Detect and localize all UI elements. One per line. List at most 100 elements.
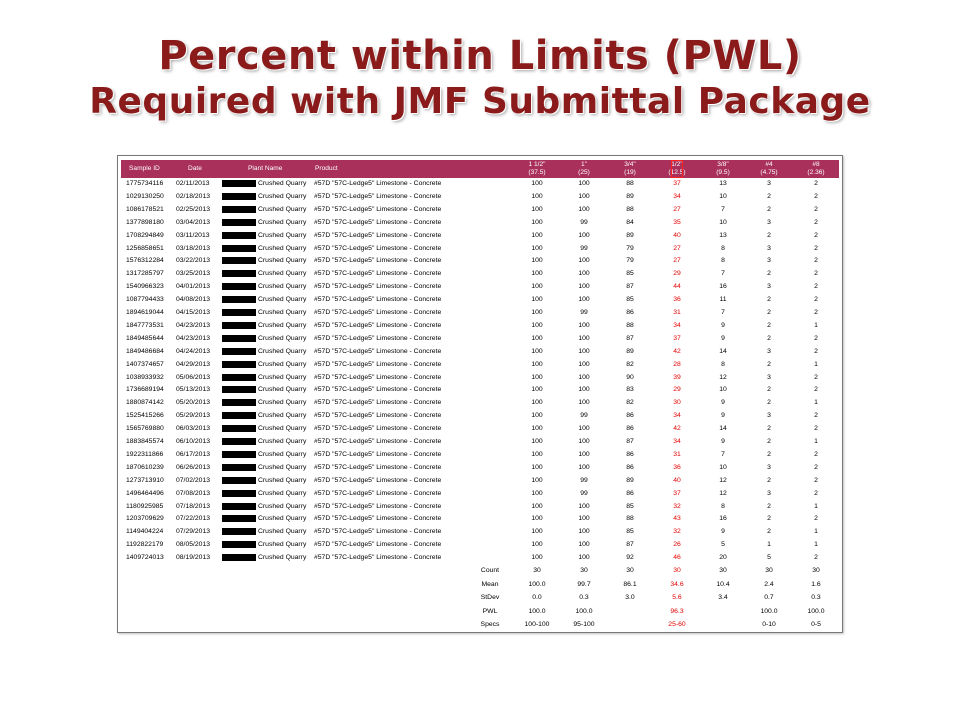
table-row: 1273713910 07/02/2013 Crushed Quarry #57D "… (118, 476, 842, 489)
sieve-value: 84 (626, 218, 634, 226)
redacted-block (222, 309, 256, 316)
product-name: #57D "57C-Ledge5" Limestone - Concrete (314, 218, 442, 226)
header-sieve-metric: (12.5) (668, 169, 686, 176)
sieve-value: 2 (814, 386, 818, 394)
sieve-value: 9 (721, 528, 725, 536)
header-sieve-metric: (9.5) (716, 169, 730, 176)
sieve-value: 8 (721, 502, 725, 510)
sample-date: 04/29/2013 (176, 360, 211, 368)
plant-name: Crushed Quarry (258, 257, 307, 265)
redacted-block (222, 541, 256, 549)
sieve-value: 46 (673, 554, 681, 562)
redacted-block (222, 205, 256, 213)
table-row: 1849486684 04/24/2013 Crushed Quarry #57D "… (118, 347, 842, 360)
sieve-value: 2 (767, 425, 771, 433)
sieve-value: 12 (719, 373, 727, 381)
sample-date: 08/05/2013 (176, 541, 211, 549)
sieve-value: 43 (673, 515, 681, 523)
plant-name: Crushed Quarry (258, 347, 307, 355)
plant-name: Crushed Quarry (258, 463, 307, 471)
sieve-value: 2 (814, 476, 818, 484)
sieve-value: 85 (626, 296, 634, 304)
table-row: 1409724013 08/19/2013 Crushed Quarry #57D "… (118, 553, 842, 566)
sieve-value: 100 (578, 463, 590, 471)
sample-date: 03/22/2013 (176, 257, 211, 265)
sieve-value: 2 (767, 321, 771, 329)
sieve-value: 86 (626, 450, 634, 458)
plant-name: Crushed Quarry (258, 450, 307, 458)
table-row: 1880874142 05/20/2013 Crushed Quarry #57D "… (118, 398, 842, 411)
sieve-value: 100 (578, 425, 590, 433)
sieve-value: 2 (814, 296, 818, 304)
sieve-value: 100 (531, 463, 543, 471)
product-name: #57D "57C-Ledge5" Limestone - Concrete (314, 528, 442, 536)
sieve-value: 37 (673, 489, 681, 497)
plant-name: Crushed Quarry (258, 554, 307, 562)
plant-name: Crushed Quarry (258, 541, 307, 549)
summary-value: 100.0 (807, 607, 825, 615)
sieve-value: 100 (578, 283, 590, 291)
sieve-value: 44 (673, 283, 681, 291)
sample-id: 1273713910 (126, 476, 164, 484)
plant-name: Crushed Quarry (258, 489, 307, 497)
sample-id: 1849486684 (126, 347, 164, 355)
sieve-value: 100 (531, 541, 543, 549)
sieve-value: 1 (814, 502, 818, 510)
sieve-value: 9 (721, 399, 725, 407)
sample-date: 04/23/2013 (176, 321, 211, 329)
summary-row: Mean 100.0 99.7 86.1 34.6 10.4 2.4 1.6 (118, 580, 842, 594)
header-sieve-metric: (4.75) (760, 169, 778, 176)
sieve-value: 31 (673, 309, 681, 316)
table-row: 1180925985 07/18/2013 Crushed Quarry #57D "… (118, 502, 842, 515)
redacted-block (222, 386, 256, 394)
sample-date: 07/22/2013 (176, 515, 211, 523)
sieve-value: 100 (578, 554, 590, 562)
sieve-value: 1 (814, 438, 818, 445)
sieve-value: 100 (531, 360, 543, 368)
sieve-value: 9 (721, 321, 725, 329)
sample-id: 1087794433 (126, 296, 164, 304)
sieve-value: 2 (814, 231, 818, 239)
sieve-value: 90 (626, 373, 634, 381)
sieve-value: 100 (531, 450, 543, 458)
sample-id: 1407374657 (126, 360, 164, 368)
sieve-value: 86 (626, 309, 634, 316)
sieve-value: 10 (719, 386, 727, 394)
sieve-value: 7 (721, 309, 725, 316)
sieve-value: 100 (578, 205, 590, 213)
sieve-value: 100 (531, 554, 543, 562)
summary-row: PWL 100.0 100.0 96.3 100.0 100.0 (118, 607, 842, 621)
sample-date: 03/04/2013 (176, 218, 211, 226)
sieve-value: 100 (578, 347, 590, 355)
sieve-value: 82 (626, 399, 634, 407)
sieve-value: 2 (814, 347, 818, 355)
sieve-value: 2 (814, 450, 818, 458)
sieve-value: 2 (814, 180, 818, 187)
sieve-value: 2 (814, 218, 818, 226)
summary-value: 30 (533, 567, 541, 574)
sieve-value: 89 (626, 347, 634, 355)
sieve-value: 100 (531, 334, 543, 342)
header-sieve-size: 1/2" (671, 161, 683, 168)
redacted-block (222, 515, 256, 523)
redacted-block (222, 425, 256, 433)
sample-id: 1883845574 (126, 438, 164, 445)
summary-value: 30 (580, 567, 588, 574)
sieve-value: 89 (626, 231, 634, 239)
sieve-value: 87 (626, 541, 634, 549)
product-name: #57D "57C-Ledge5" Limestone - Concrete (314, 450, 442, 458)
sieve-value: 1 (814, 528, 818, 536)
sample-id: 1880874142 (126, 399, 164, 407)
plant-name: Crushed Quarry (258, 386, 307, 394)
sieve-value: 100 (578, 180, 590, 187)
sieve-value: 34 (673, 321, 681, 329)
summary-value: 99.7 (577, 580, 591, 588)
sieve-value: 100 (578, 360, 590, 368)
product-name: #57D "57C-Ledge5" Limestone - Concrete (314, 270, 442, 278)
sample-id: 1565769880 (126, 425, 164, 433)
sieve-value: 39 (673, 373, 681, 381)
sample-date: 06/26/2013 (176, 463, 211, 471)
product-name: #57D "57C-Ledge5" Limestone - Concrete (314, 386, 442, 394)
sample-date: 04/01/2013 (176, 283, 211, 291)
plant-name: Crushed Quarry (258, 270, 307, 278)
